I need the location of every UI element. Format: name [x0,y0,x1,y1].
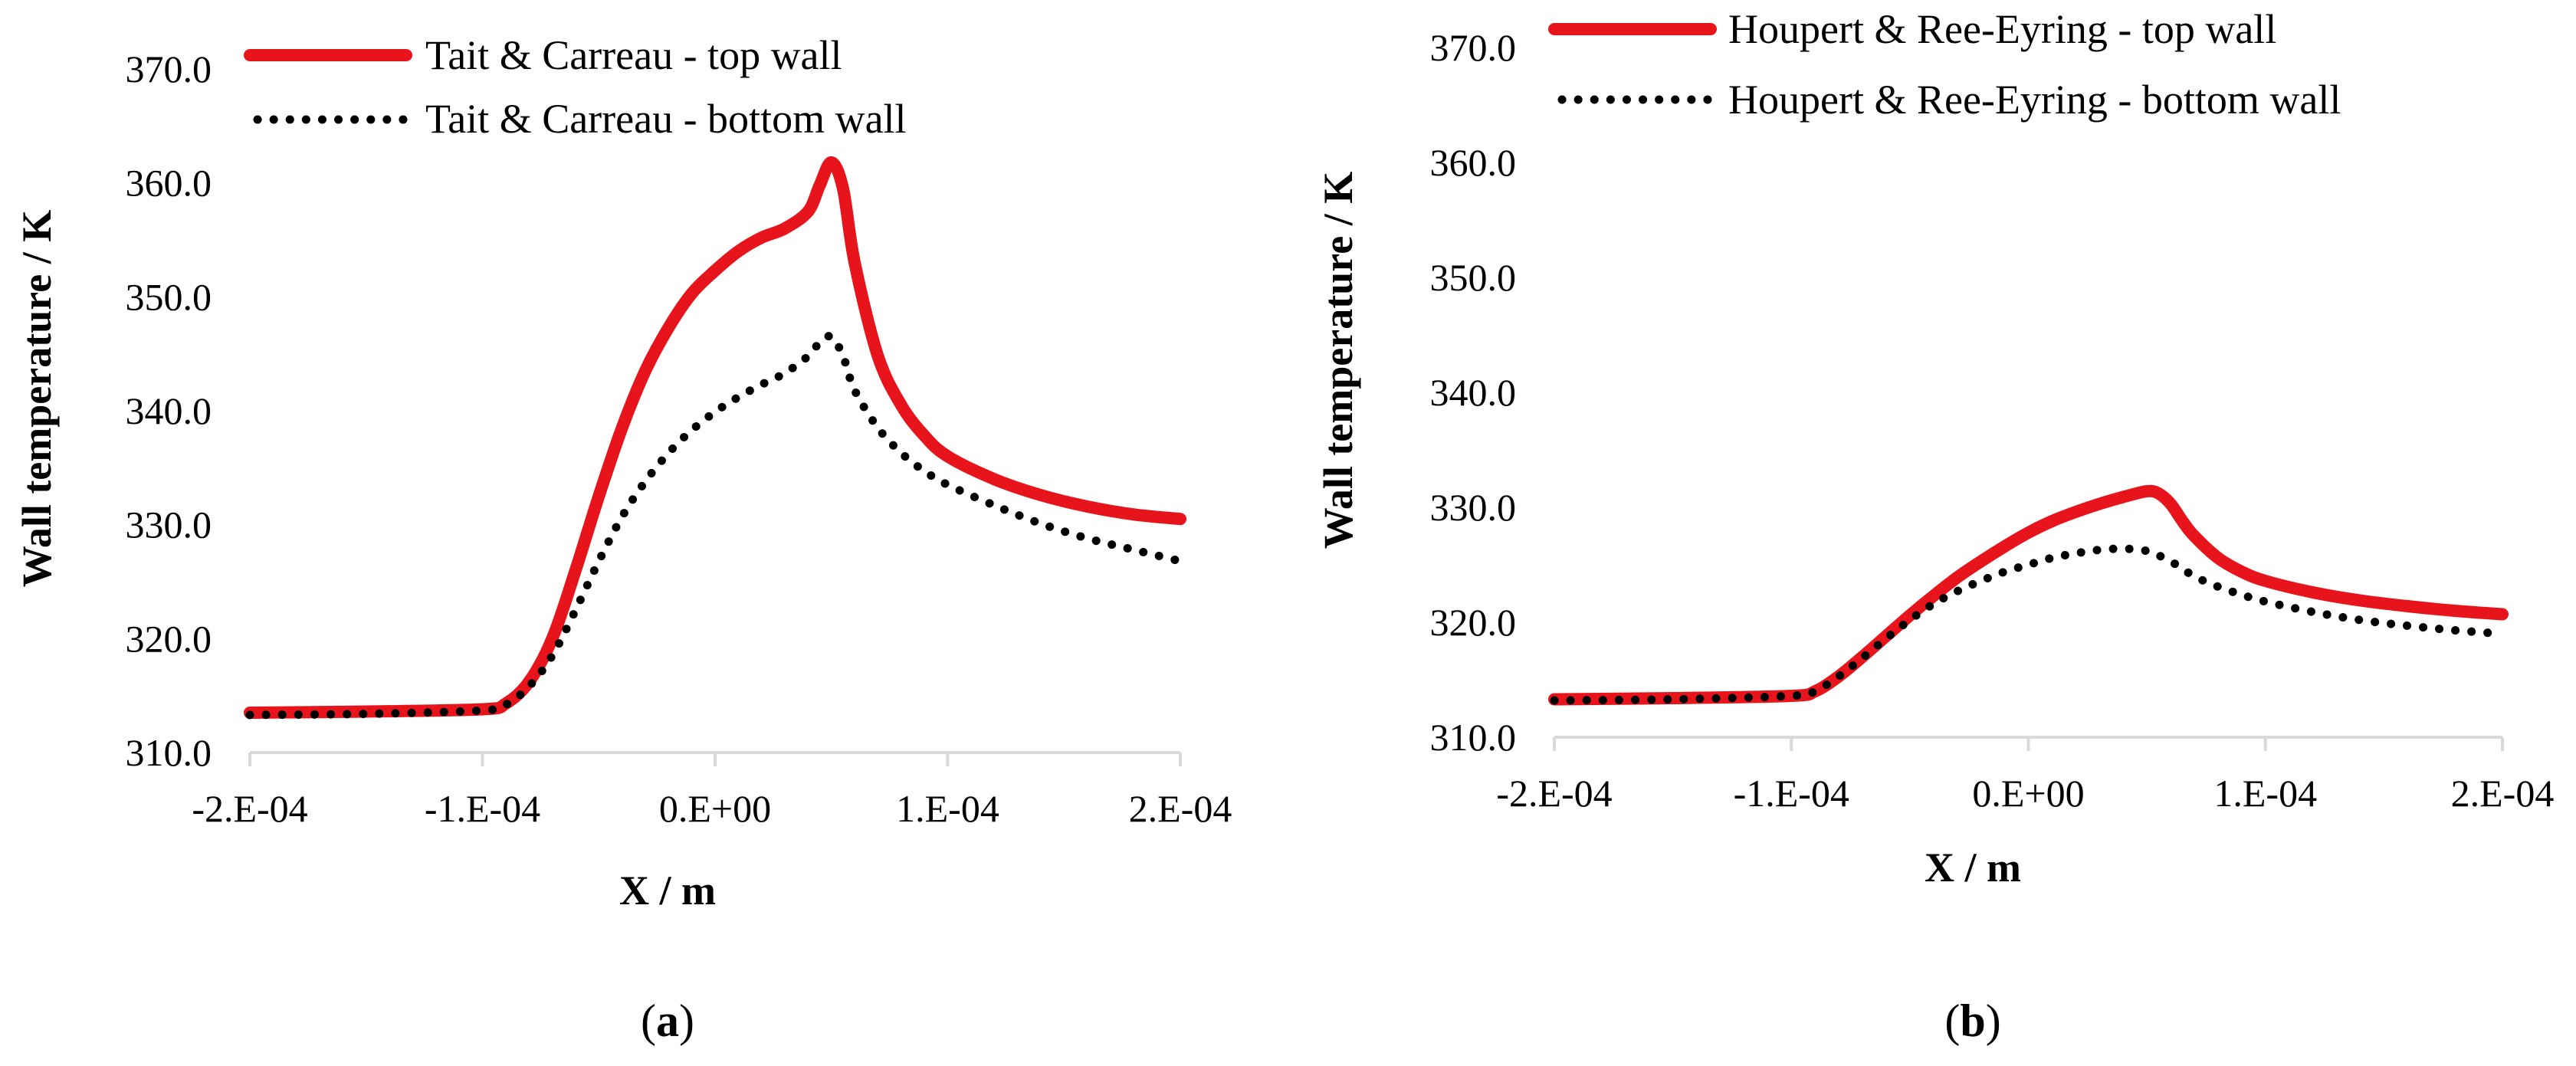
y-tick-label: 310.0 [126,731,212,774]
series-line-top-wall [1548,484,2509,706]
y-tick-label: 350.0 [126,275,212,318]
y-tick-label: 360.0 [1430,141,1517,184]
legend: Houpert & Ree-Eyring - top wall Houpert … [1548,6,2341,123]
x-tick-label: 2.E-04 [2451,772,2555,815]
x-tick-label: -1.E-04 [1734,772,1849,815]
panel-label-b: (b) [1944,995,2000,1046]
x-tick-label: 0.E+00 [659,787,771,830]
y-tick-label: 340.0 [126,389,212,432]
y-tick-label: 360.0 [126,162,212,205]
chart-panel-a: 310.0 320.0 330.0 340.0 350.0 360.0 370.0 -2.E… [14,32,1232,1046]
y-tick-label: 330.0 [126,503,212,546]
panel-label-a: (a) [641,995,694,1046]
y-tick-label: 320.0 [1430,601,1517,644]
x-axis-title: X / m [1925,845,2021,891]
y-tick-label: 350.0 [1430,256,1517,299]
y-axis-title: Wall temperature / K [14,210,60,587]
legend-label-bottom-wall: Tait & Carreau - bottom wall [425,96,907,142]
y-tick-label: 340.0 [1430,371,1517,414]
series-line-bottom-wall [1550,544,2507,705]
legend-label-bottom-wall: Houpert & Ree-Eyring - bottom wall [1728,77,2341,123]
legend: Tait & Carreau - top wall Tait & Carreau… [244,32,907,142]
x-tick-label: -1.E-04 [425,787,540,830]
x-tick-label: -2.E-04 [1496,772,1612,815]
x-tick-label: -2.E-04 [192,787,307,830]
y-axis-title: Wall temperature / K [1315,172,1361,549]
y-tick-label: 310.0 [1430,716,1517,759]
y-tick-label: 330.0 [1430,486,1517,529]
x-tick-label: 0.E+00 [1972,772,2084,815]
x-tick-label: 2.E-04 [1129,787,1232,830]
series-line-top-wall [244,156,1186,719]
y-tick-label: 370.0 [1430,26,1517,69]
legend-label-top-wall: Tait & Carreau - top wall [425,32,842,78]
legend-label-top-wall: Houpert & Ree-Eyring - top wall [1728,6,2276,52]
x-tick-label: 1.E-04 [896,787,999,830]
x-tick-label: 1.E-04 [2213,772,2317,815]
series-line-bottom-wall [245,332,1185,720]
y-tick-label: 370.0 [126,48,212,90]
x-axis-title: X / m [619,868,716,913]
chart-panel-b: 310.0 320.0 330.0 340.0 350.0 360.0 370.0 -2.E… [1315,6,2554,1046]
y-tick-label: 320.0 [126,617,212,660]
